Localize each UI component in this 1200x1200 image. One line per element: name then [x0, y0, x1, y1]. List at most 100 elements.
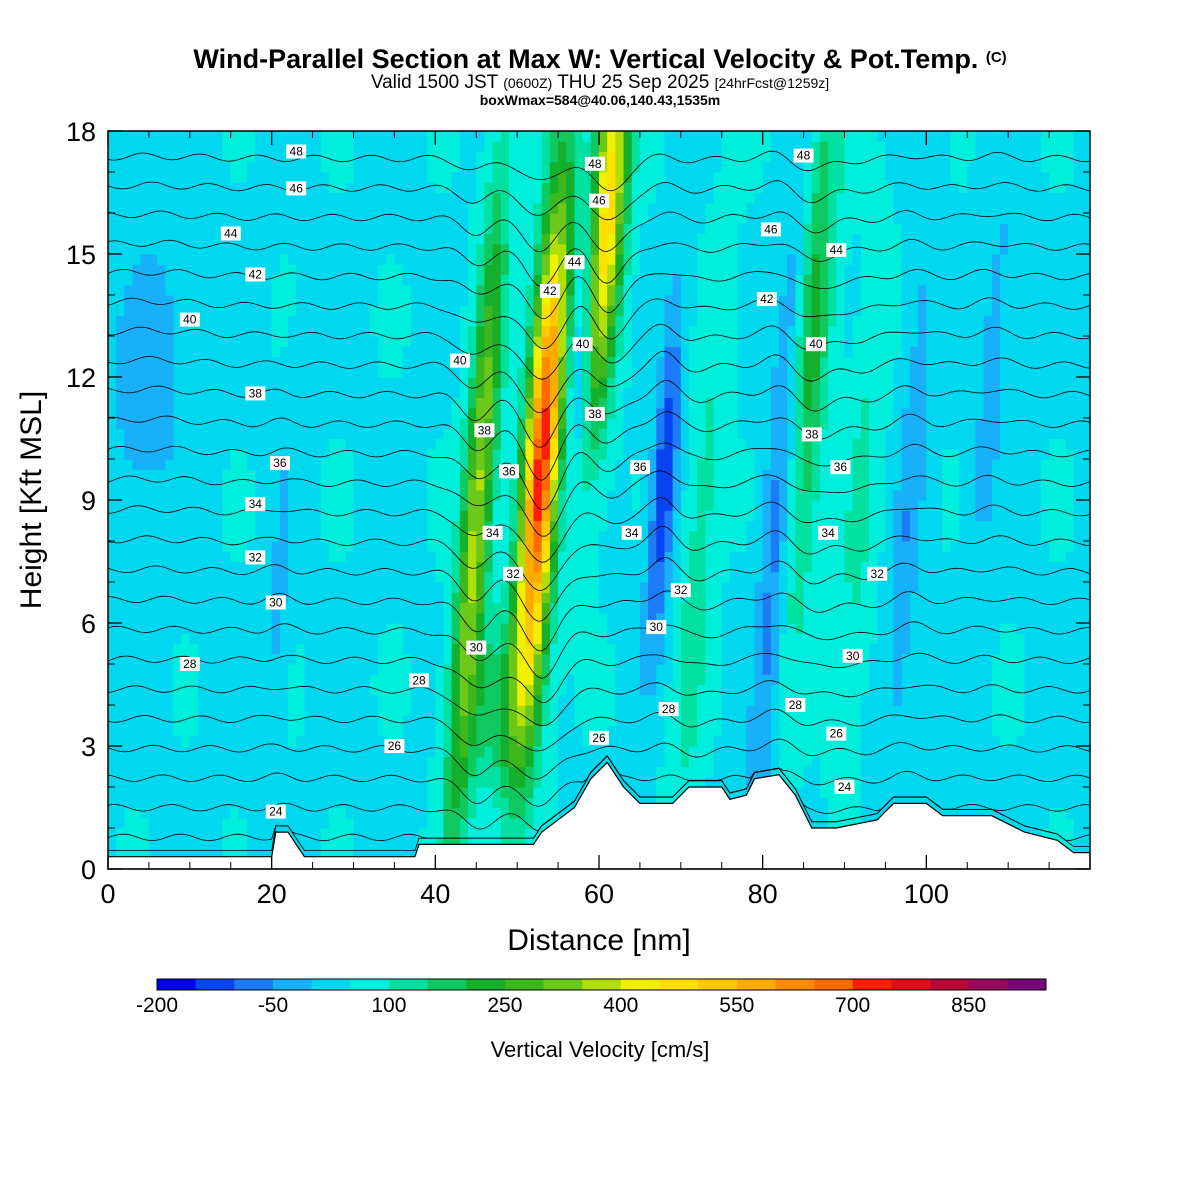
w-cell	[656, 643, 666, 655]
w-cell	[206, 838, 215, 850]
w-cell	[230, 192, 240, 204]
w-cell	[279, 817, 289, 829]
w-cell	[623, 766, 633, 778]
w-cell	[279, 356, 289, 368]
w-cell	[124, 787, 134, 798]
w-cell	[116, 684, 125, 696]
w-cell	[116, 305, 125, 317]
w-cell	[451, 489, 461, 501]
w-cell	[476, 828, 486, 839]
w-cell	[566, 356, 576, 368]
w-cell	[418, 274, 428, 286]
w-cell	[296, 715, 305, 727]
w-cell	[508, 623, 518, 634]
w-cell	[623, 551, 633, 563]
w-cell	[492, 838, 502, 850]
w-cell	[198, 530, 207, 542]
w-cell	[378, 602, 387, 614]
w-cell	[157, 489, 166, 501]
w-cell	[378, 848, 387, 860]
w-cell	[517, 725, 526, 737]
w-cell	[165, 725, 175, 737]
w-cell	[631, 213, 641, 224]
w-cell	[116, 397, 125, 409]
w-cell	[648, 664, 657, 675]
w-cell	[418, 684, 428, 696]
w-cell	[328, 182, 338, 194]
w-cell	[468, 233, 477, 245]
w-cell	[189, 336, 199, 347]
w-cell	[140, 366, 150, 378]
w-cell	[525, 233, 535, 245]
w-cell	[173, 664, 183, 675]
w-cell	[443, 694, 453, 706]
w-cell	[476, 131, 486, 142]
w-cell	[230, 161, 240, 173]
w-cell	[607, 684, 616, 696]
w-cell	[198, 500, 207, 511]
w-cell	[574, 182, 584, 194]
w-cell	[148, 366, 158, 378]
w-cell	[615, 243, 625, 255]
w-cell	[566, 161, 576, 173]
w-cell	[459, 254, 469, 265]
w-cell	[549, 192, 559, 204]
w-cell	[508, 766, 518, 778]
w-cell	[116, 612, 125, 624]
w-cell	[590, 264, 600, 276]
w-cell	[500, 684, 510, 696]
w-cell	[533, 356, 543, 368]
w-cell	[484, 202, 494, 214]
w-cell	[599, 182, 608, 194]
w-cell	[165, 520, 175, 532]
w-cell	[328, 213, 338, 224]
w-cell	[648, 448, 657, 460]
w-cell	[623, 213, 633, 224]
w-cell	[508, 161, 518, 173]
w-cell	[288, 510, 297, 522]
w-cell	[484, 592, 494, 604]
w-cell	[435, 438, 445, 450]
w-cell	[181, 705, 191, 716]
w-cell	[459, 233, 469, 245]
w-cell	[132, 459, 142, 470]
w-cell	[582, 448, 592, 460]
w-cell	[320, 787, 330, 798]
w-cell	[148, 510, 158, 522]
w-cell	[623, 284, 633, 296]
w-cell	[206, 428, 215, 440]
w-cell	[607, 489, 616, 501]
w-cell	[108, 602, 117, 614]
w-cell	[263, 141, 273, 153]
w-cell	[124, 489, 134, 501]
w-cell	[639, 612, 649, 624]
w-cell	[394, 346, 404, 358]
w-cell	[599, 356, 608, 368]
w-cell	[173, 838, 183, 850]
w-cell	[566, 694, 576, 706]
w-cell	[157, 684, 166, 696]
w-cell	[116, 643, 125, 655]
w-cell	[198, 725, 207, 737]
w-cell	[230, 653, 240, 665]
w-cell	[468, 469, 477, 481]
w-cell	[648, 131, 657, 142]
w-cell	[263, 828, 273, 839]
w-cell	[500, 182, 510, 194]
w-cell	[533, 571, 543, 583]
w-cell	[607, 264, 616, 276]
w-cell	[157, 715, 166, 727]
w-cell	[279, 664, 289, 675]
w-cell	[296, 664, 305, 675]
w-cell	[304, 602, 314, 614]
w-cell	[304, 633, 314, 645]
w-cell	[541, 141, 551, 153]
w-cell	[320, 582, 330, 593]
w-cell	[615, 500, 625, 511]
w-cell	[631, 510, 641, 522]
w-cell	[607, 694, 616, 706]
w-cell	[615, 582, 625, 593]
w-cell	[558, 510, 567, 522]
w-cell	[443, 541, 453, 552]
w-cell	[312, 489, 322, 501]
